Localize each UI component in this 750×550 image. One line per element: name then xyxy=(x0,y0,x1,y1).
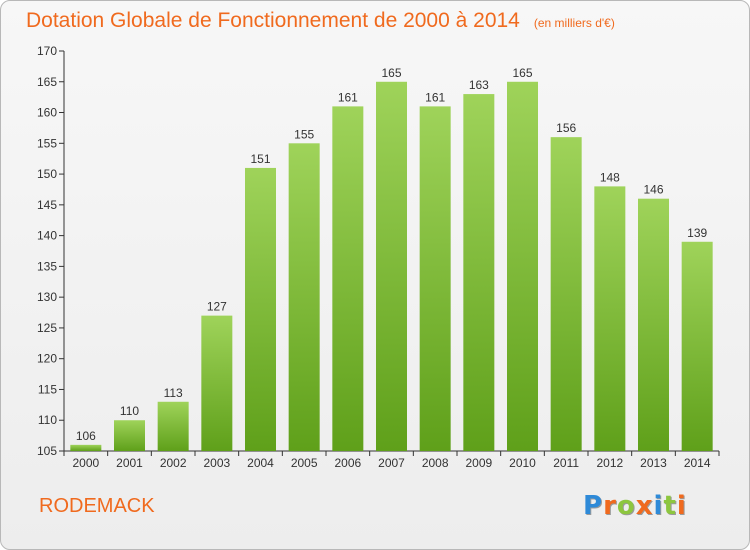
bar-2012 xyxy=(594,186,626,451)
x-tick-label-2012: 2012 xyxy=(596,456,623,470)
y-tick-label: 160 xyxy=(37,106,57,120)
value-label-2011: 156 xyxy=(556,121,576,135)
value-label-2014: 139 xyxy=(687,226,707,240)
y-tick-label: 150 xyxy=(37,167,57,181)
chart-bars xyxy=(70,81,713,452)
y-tick-label: 110 xyxy=(38,413,57,427)
x-tick-label-2013: 2013 xyxy=(640,456,667,470)
bar-2013 xyxy=(638,198,669,451)
y-tick-label: 140 xyxy=(37,229,57,243)
bar-2011 xyxy=(550,137,582,451)
x-tick-label-2002: 2002 xyxy=(160,456,187,470)
chart-title-text: Dotation Globale de Fonctionnement de 20… xyxy=(26,9,520,32)
bar-2005 xyxy=(288,143,320,452)
commune-name: RODEMACK xyxy=(39,495,155,517)
x-tick-label-2008: 2008 xyxy=(422,456,449,470)
logo-letter: i xyxy=(676,491,687,521)
value-label-2003: 127 xyxy=(207,300,227,314)
x-tick-label-2003: 2003 xyxy=(203,456,230,470)
y-tick-label: 120 xyxy=(37,352,57,366)
y-tick-label: 135 xyxy=(37,259,57,273)
x-tick-label-2010: 2010 xyxy=(509,456,536,470)
y-tick-label: 170 xyxy=(37,44,57,58)
value-label-2001: 110 xyxy=(120,404,139,418)
value-label-2008: 161 xyxy=(425,90,445,104)
logo-letter: x xyxy=(635,491,654,521)
x-tick-label-2009: 2009 xyxy=(465,456,492,470)
x-tick-label-2004: 2004 xyxy=(247,456,274,470)
x-tick-label-2000: 2000 xyxy=(72,456,99,470)
logo-letter: r xyxy=(603,491,617,521)
bar-2010 xyxy=(507,81,538,452)
bar-2001 xyxy=(114,420,145,451)
bar-2003 xyxy=(201,315,233,451)
x-tick-label-2005: 2005 xyxy=(291,456,318,470)
bar-2006 xyxy=(332,106,364,451)
logo-letter: i xyxy=(653,491,664,521)
logo-letter: t xyxy=(663,491,677,521)
y-tick-label: 130 xyxy=(37,290,57,304)
x-tick-label-2014: 2014 xyxy=(684,456,711,470)
unit-note: (en milliers d'€) xyxy=(533,16,615,30)
x-tick-label-2011: 2011 xyxy=(553,456,579,470)
value-label-2005: 155 xyxy=(294,127,314,141)
x-tick-label-2006: 2006 xyxy=(334,456,361,470)
chart-title: Dotation Globale de Fonctionnement de 20… xyxy=(26,9,615,33)
value-label-2000: 106 xyxy=(76,429,96,443)
value-label-2013: 146 xyxy=(643,183,663,197)
bar-2007 xyxy=(376,81,407,452)
y-tick-label: 125 xyxy=(37,321,57,335)
y-tick-label: 165 xyxy=(37,75,57,89)
logo-letter: P xyxy=(583,491,604,521)
x-tick-label-2007: 2007 xyxy=(378,456,405,470)
y-tick-label: 115 xyxy=(38,382,57,396)
bar-2000 xyxy=(70,444,102,451)
value-label-2002: 113 xyxy=(164,386,183,400)
value-label-2010: 165 xyxy=(512,66,532,80)
value-label-2012: 148 xyxy=(600,170,620,184)
chart-labels: 106 110 113 127 151 155 161 165 161 163 165 156 148 1… xyxy=(76,66,708,443)
value-label-2009: 163 xyxy=(469,78,489,92)
value-label-2004: 151 xyxy=(250,152,270,166)
y-tick-label: 145 xyxy=(37,198,57,212)
bar-2009 xyxy=(463,94,495,452)
bar-2008 xyxy=(419,106,451,451)
y-tick-label: 155 xyxy=(37,136,57,150)
bar-2004 xyxy=(245,167,276,451)
bar-2002 xyxy=(157,401,189,451)
value-label-2006: 161 xyxy=(338,90,358,104)
bar-2014 xyxy=(681,241,713,451)
value-label-2007: 165 xyxy=(381,66,401,80)
y-tick-label: 105 xyxy=(37,444,57,458)
logo-letter: o xyxy=(616,491,636,521)
proxiti-logo: Proxiti xyxy=(583,491,687,521)
x-tick-label-2001: 2001 xyxy=(116,456,143,470)
